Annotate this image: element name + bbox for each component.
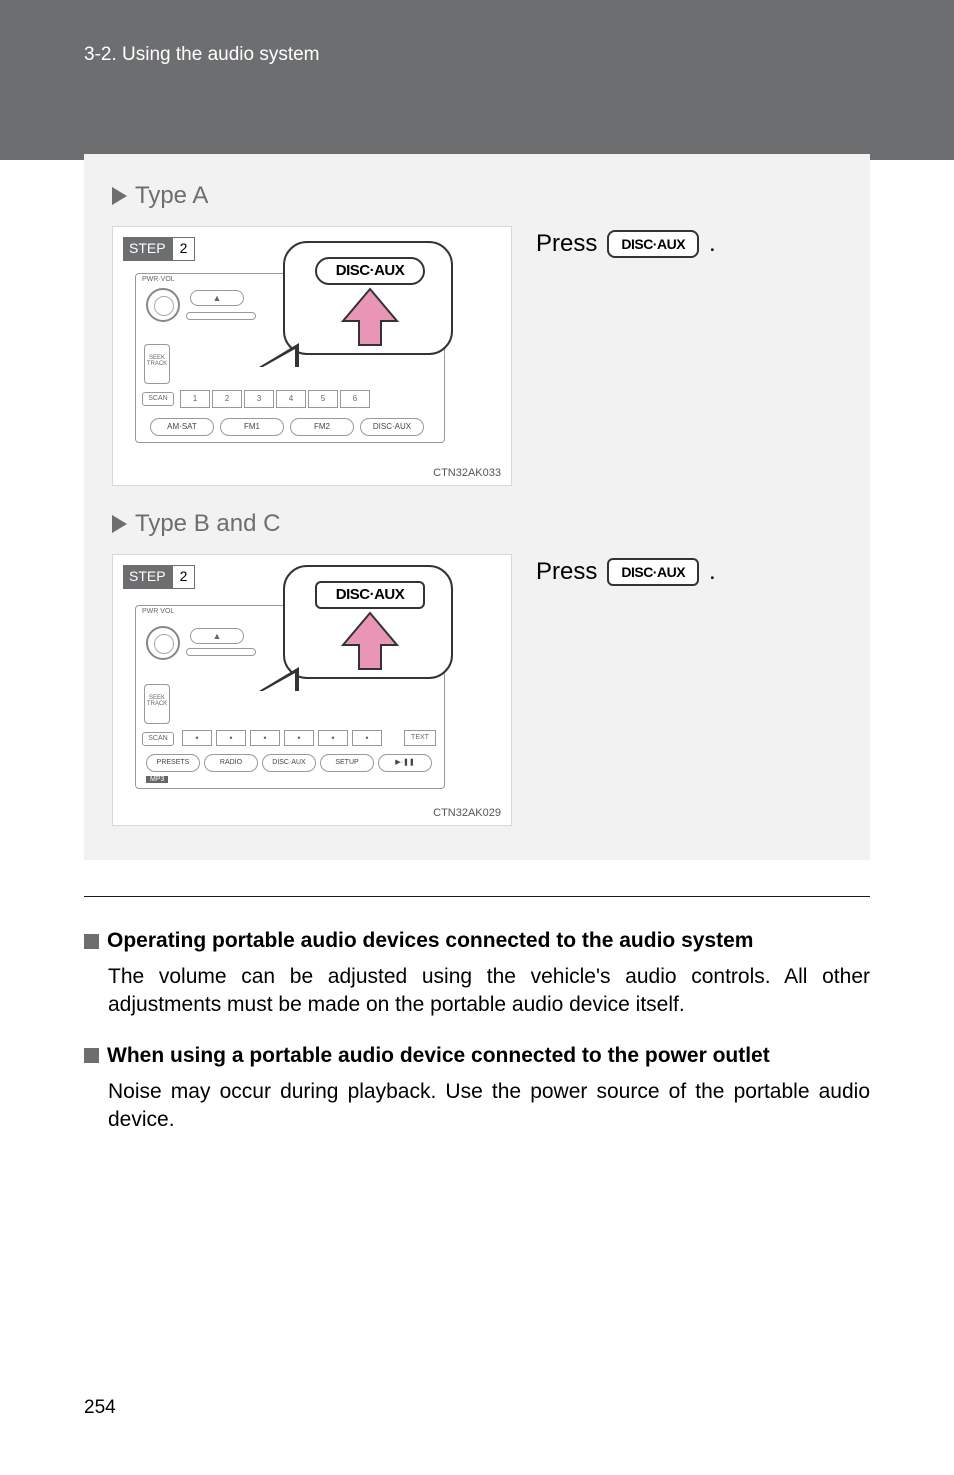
step-number: 2: [172, 237, 196, 261]
preset-4: 4: [276, 390, 306, 408]
up-arrow-icon: [339, 287, 401, 349]
fm1-button: FM1: [220, 418, 284, 436]
disc-slot: [186, 312, 256, 320]
dot-btn: •: [318, 730, 348, 746]
play-pause-button: ▶·❚❚: [378, 754, 432, 772]
period: .: [709, 230, 716, 258]
text-button: TEXT: [404, 730, 436, 746]
fm2-button: FM2: [290, 418, 354, 436]
type-a-diagram: STEP 2 PWR·VOL ▲ SEEK TRACK SCAN 1 2 3 4…: [112, 226, 512, 486]
pwr-vol-label: PWR·VOL: [142, 276, 175, 283]
type-a-instruction: Press DISC·AUX .: [536, 226, 716, 486]
seek-track-button: SEEK TRACK: [144, 684, 170, 724]
eject-button: ▲: [190, 628, 244, 644]
disc-slot: [186, 648, 256, 656]
type-bc-panel: STEP 2 PWR VOL ▲ SEEK TRACK SCAN • •: [112, 554, 842, 826]
diagram-code-bc: CTN32AK029: [433, 807, 501, 819]
press-word: Press: [536, 558, 597, 586]
type-a-heading: Type A: [112, 182, 842, 210]
callout-disc-aux-button: DISC·AUX: [315, 581, 425, 609]
step-badge: STEP 2: [123, 565, 195, 589]
press-word: Press: [536, 230, 597, 258]
square-bullet-icon: [84, 934, 99, 949]
mp3-badge: MP3: [146, 776, 168, 783]
instruction-box: Type A STEP 2 PWR·VOL ▲ SEEK TRACK SCAN …: [84, 154, 870, 860]
presets-button: PRESETS: [146, 754, 200, 772]
disc-aux-button: DISC·AUX: [360, 418, 424, 436]
preset-number-row: 1 2 3 4 5 6: [180, 390, 370, 408]
dot-btn: •: [182, 730, 212, 746]
period: .: [709, 558, 716, 586]
pwr-vol-label: PWR VOL: [142, 608, 174, 615]
eject-button: ▲: [190, 290, 244, 306]
setup-button: SETUP: [320, 754, 374, 772]
note-1-title: Operating portable audio devices connect…: [107, 929, 753, 953]
callout-tail: [259, 343, 299, 367]
type-a-panel: STEP 2 PWR·VOL ▲ SEEK TRACK SCAN 1 2 3 4…: [112, 226, 842, 486]
type-bc-label: Type B and C: [135, 510, 280, 538]
inline-disc-aux-button-a: DISC·AUX: [607, 230, 699, 258]
preset-6: 6: [340, 390, 370, 408]
dot-button-row: • • • • • •: [182, 730, 382, 746]
type-bc-instruction: Press DISC·AUX .: [536, 554, 716, 826]
step-number: 2: [172, 565, 196, 589]
dot-btn: •: [352, 730, 382, 746]
type-bc-diagram: STEP 2 PWR VOL ▲ SEEK TRACK SCAN • •: [112, 554, 512, 826]
callout-tail: [259, 667, 299, 691]
dot-btn: •: [284, 730, 314, 746]
triangle-icon: [112, 187, 127, 205]
note-2-heading: When using a portable audio device conne…: [84, 1044, 870, 1068]
disc-aux-button: DISC·AUX: [262, 754, 316, 772]
note-1-heading: Operating portable audio devices connect…: [84, 929, 870, 953]
volume-knob: [146, 626, 180, 660]
am-sat-button: AM·SAT: [150, 418, 214, 436]
diagram-code-a: CTN32AK033: [433, 467, 501, 479]
note-2-body: Noise may occur during playback. Use the…: [108, 1078, 870, 1135]
page-number: 254: [84, 1397, 116, 1419]
callout-disc-aux-button: DISC·AUX: [315, 257, 425, 285]
scan-button: SCAN: [142, 392, 174, 406]
horizontal-divider: [84, 896, 870, 897]
square-bullet-icon: [84, 1048, 99, 1063]
radio-button: RADIO: [204, 754, 258, 772]
type-a-label: Type A: [135, 182, 208, 210]
step-label: STEP: [123, 565, 172, 589]
seek-track-button: SEEK TRACK: [144, 344, 170, 384]
callout-bubble-bc: DISC·AUX: [283, 565, 453, 679]
mode-button-row: AM·SAT FM1 FM2 DISC·AUX: [150, 418, 424, 436]
scan-button: SCAN: [142, 732, 174, 746]
dot-btn: •: [250, 730, 280, 746]
note-1-body: The volume can be adjusted using the veh…: [108, 963, 870, 1020]
volume-knob: [146, 288, 180, 322]
up-arrow-icon: [339, 611, 401, 673]
preset-3: 3: [244, 390, 274, 408]
inline-disc-aux-button-bc: DISC·AUX: [607, 558, 699, 586]
step-badge: STEP 2: [123, 237, 195, 261]
dot-btn: •: [216, 730, 246, 746]
type-bc-heading: Type B and C: [112, 510, 842, 538]
section-heading: 3-2. Using the audio system: [84, 44, 954, 66]
preset-5: 5: [308, 390, 338, 408]
callout-bubble-a: DISC·AUX: [283, 241, 453, 355]
step-label: STEP: [123, 237, 172, 261]
page-header: 3-2. Using the audio system: [0, 0, 954, 160]
notes-section: Operating portable audio devices connect…: [84, 929, 870, 1134]
note-2-title: When using a portable audio device conne…: [107, 1044, 770, 1068]
mode-button-row: PRESETS RADIO DISC·AUX SETUP ▶·❚❚: [146, 754, 432, 772]
preset-2: 2: [212, 390, 242, 408]
preset-1: 1: [180, 390, 210, 408]
triangle-icon: [112, 515, 127, 533]
